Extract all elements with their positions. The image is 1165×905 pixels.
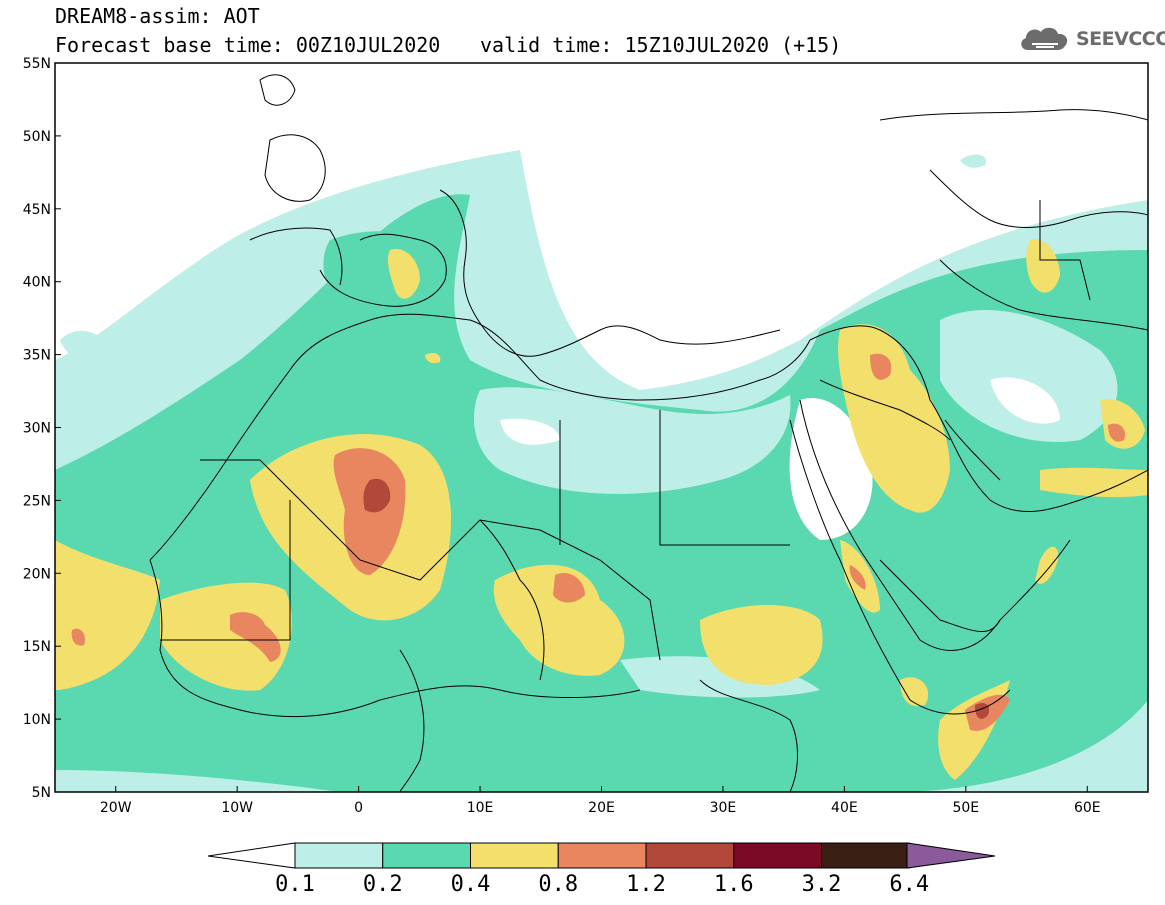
colorbar-label: 0.8 xyxy=(538,872,579,897)
lat-tick-label: 15N xyxy=(23,639,51,655)
cloud-icon xyxy=(1021,27,1068,50)
lon-tick-label: 20W xyxy=(100,800,132,816)
colorbar xyxy=(207,842,996,869)
colorbar-label: 0.1 xyxy=(275,872,315,897)
lat-tick-label: 5N xyxy=(32,785,51,801)
seevccc-logo: SEEVCCC xyxy=(1018,23,1165,55)
map-title: DREAM8-assim: AOT xyxy=(55,4,260,28)
lon-tick-label: 10W xyxy=(221,800,253,816)
lon-tick-label: 0 xyxy=(354,800,363,816)
lon-tick-label: 50E xyxy=(952,800,979,816)
lat-tick-label: 55N xyxy=(23,56,51,72)
colorbar-segment xyxy=(645,842,735,869)
lon-tick-label: 20E xyxy=(588,800,615,816)
longitude-axis: 20W 10W 0 10E 20E 30E 40E 50E 60E xyxy=(100,786,1101,816)
lon-tick-label: 60E xyxy=(1074,800,1101,816)
colorbar-segments xyxy=(294,842,910,869)
colorbar-segment xyxy=(382,842,471,869)
latitude-axis: 55N 50N 45N 40N 35N 30N 25N 20N 15N 10N 5N xyxy=(23,56,61,801)
colorbar-high-arrow xyxy=(906,842,996,869)
colorbar-label: 1.6 xyxy=(713,872,754,897)
lat-tick-label: 40N xyxy=(23,275,51,291)
colorbar-segment xyxy=(470,842,559,869)
lon-tick-label: 40E xyxy=(831,800,858,816)
lat-tick-label: 35N xyxy=(23,348,51,364)
colorbar-low-arrow xyxy=(207,842,296,869)
lat-tick-label: 20N xyxy=(23,566,51,582)
colorbar-segment xyxy=(821,842,910,869)
lat-tick-label: 45N xyxy=(23,202,51,218)
aot-field xyxy=(55,74,1148,792)
colorbar-segment xyxy=(557,842,647,869)
colorbar-segment xyxy=(294,842,384,869)
colorbar-label: 0.2 xyxy=(362,872,403,897)
valid-time: valid time: 15Z10JUL2020 (+15) xyxy=(480,33,842,57)
lon-tick-label: 30E xyxy=(710,800,737,816)
forecast-base-time: Forecast base time: 00Z10JUL2020 xyxy=(55,33,441,57)
colorbar-label: 0.4 xyxy=(450,872,491,897)
lat-tick-label: 10N xyxy=(23,712,51,728)
logo-text: SEEVCCC xyxy=(1076,28,1165,50)
lat-tick-label: 50N xyxy=(23,129,51,145)
lat-tick-label: 25N xyxy=(23,493,51,509)
colorbar-label: 3.2 xyxy=(801,872,842,897)
lat-tick-label: 30N xyxy=(23,421,51,437)
lon-tick-label: 10E xyxy=(467,800,494,816)
colorbar-label: 1.2 xyxy=(626,872,666,897)
colorbar-label: 6.4 xyxy=(889,872,930,897)
colorbar-segment xyxy=(733,842,822,869)
